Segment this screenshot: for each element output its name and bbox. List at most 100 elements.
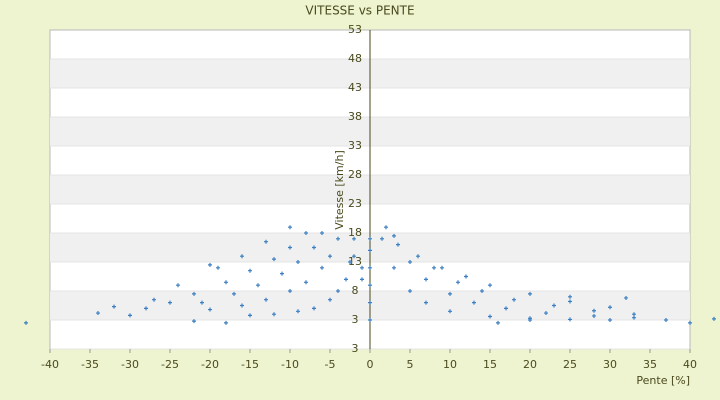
- data-point: [352, 236, 356, 241]
- data-point: [632, 312, 636, 317]
- data-point: [544, 311, 548, 316]
- y-tick-label: 13: [348, 255, 362, 268]
- data-point: [352, 254, 356, 259]
- data-point: [96, 311, 100, 316]
- data-point: [488, 283, 492, 288]
- x-tick-label: -10: [281, 358, 299, 371]
- data-point: [472, 300, 476, 305]
- data-point: [320, 265, 324, 270]
- y-tick-label: 3: [352, 313, 359, 326]
- data-point: [168, 300, 172, 305]
- data-point: [384, 225, 388, 230]
- data-point: [632, 315, 636, 320]
- data-point: [248, 313, 252, 318]
- chart-title: VITESSE vs PENTE: [305, 4, 414, 18]
- data-point: [568, 317, 572, 322]
- data-point: [368, 318, 372, 322]
- data-point: [288, 225, 292, 230]
- data-point: [152, 297, 156, 302]
- data-point: [712, 316, 716, 321]
- x-tick-label: -35: [81, 358, 99, 371]
- data-point: [304, 231, 308, 235]
- data-point: [224, 320, 228, 325]
- data-point: [112, 304, 116, 309]
- y-tick-label: 23: [348, 197, 362, 210]
- data-point: [328, 254, 332, 259]
- data-point: [176, 283, 180, 288]
- x-tick-label: 10: [443, 358, 457, 371]
- x-tick-label: -20: [201, 358, 219, 371]
- data-point: [488, 314, 492, 319]
- data-point: [448, 291, 452, 296]
- data-point: [216, 265, 220, 270]
- data-point: [592, 308, 596, 313]
- data-point: [200, 300, 204, 305]
- data-point: [336, 236, 340, 241]
- data-point: [528, 291, 532, 296]
- data-point: [624, 295, 628, 300]
- data-point: [480, 289, 484, 293]
- data-point: [432, 265, 436, 270]
- data-point: [128, 313, 132, 318]
- data-point: [360, 277, 364, 282]
- data-point: [552, 303, 556, 308]
- data-point: [368, 300, 372, 305]
- y-tick-label: 38: [348, 110, 362, 123]
- x-tick-label: -15: [241, 358, 259, 371]
- y-axis-label: Vitesse [km/h]: [333, 150, 346, 230]
- data-point: [416, 254, 420, 259]
- data-point: [348, 260, 352, 264]
- data-point: [232, 291, 236, 296]
- x-tick-label: 35: [643, 358, 657, 371]
- x-tick-label: 25: [563, 358, 577, 371]
- data-point: [496, 320, 500, 325]
- data-point: [528, 318, 532, 322]
- data-point: [24, 320, 28, 325]
- data-point: [312, 306, 316, 311]
- data-point: [256, 283, 260, 288]
- data-point: [312, 245, 316, 250]
- data-point: [280, 271, 284, 276]
- data-point: [368, 283, 372, 288]
- data-point: [224, 280, 228, 285]
- data-point: [368, 248, 372, 253]
- data-point: [408, 289, 412, 293]
- data-point: [688, 320, 692, 325]
- data-point: [288, 289, 292, 293]
- data-point: [248, 268, 252, 273]
- x-axis-label: Pente [%]: [636, 374, 690, 387]
- data-point: [456, 280, 460, 285]
- data-point: [304, 280, 308, 285]
- x-tick-label: 15: [483, 358, 497, 371]
- data-point: [272, 257, 276, 262]
- x-tick-label: -40: [41, 358, 59, 371]
- data-point: [464, 274, 468, 279]
- y-tick-label: 43: [348, 81, 362, 94]
- data-point: [240, 303, 244, 308]
- data-point: [504, 306, 508, 311]
- data-point: [296, 260, 300, 264]
- data-point: [288, 245, 292, 250]
- data-point: [392, 233, 396, 238]
- data-point: [368, 236, 372, 241]
- data-point: [208, 307, 212, 312]
- data-point: [208, 262, 212, 267]
- data-point: [344, 277, 348, 282]
- x-tick-label: 30: [603, 358, 617, 371]
- data-point: [568, 299, 572, 304]
- y-tick-label: 48: [348, 52, 362, 65]
- data-point: [320, 231, 324, 235]
- data-point: [392, 265, 396, 270]
- y-tick-label: 3: [352, 342, 359, 355]
- data-point: [608, 318, 612, 322]
- data-point: [424, 300, 428, 305]
- data-point: [380, 236, 384, 241]
- data-point: [144, 306, 148, 311]
- data-point: [424, 277, 428, 282]
- data-point: [512, 297, 516, 302]
- data-point: [396, 242, 400, 247]
- data-point: [360, 265, 364, 270]
- data-point: [264, 297, 268, 302]
- y-tick-label: 8: [352, 284, 359, 297]
